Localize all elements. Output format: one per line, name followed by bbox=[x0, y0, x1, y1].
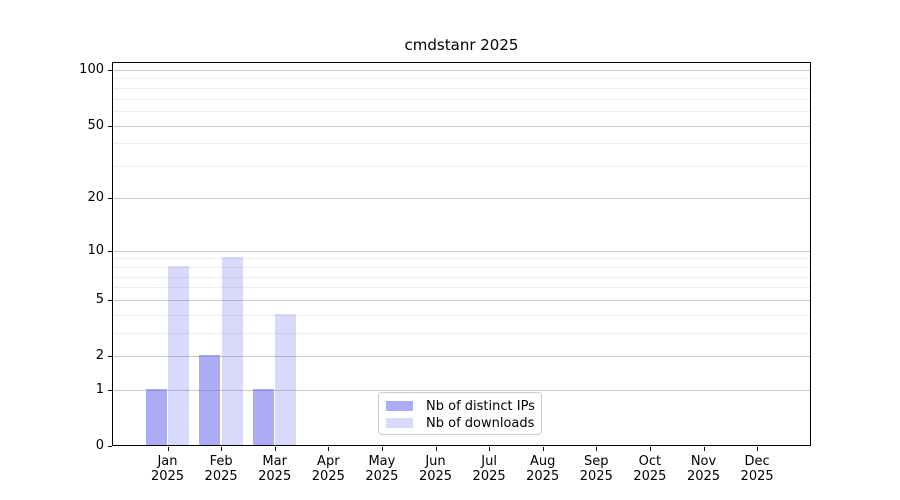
chart-title: cmdstanr 2025 bbox=[404, 36, 519, 54]
y-tick-label: 0 bbox=[95, 438, 104, 453]
x-tick-label: May 2025 bbox=[365, 454, 399, 484]
gridline-minor bbox=[113, 266, 810, 268]
y-tick-label: 1 bbox=[95, 381, 104, 397]
y-tick-mark bbox=[108, 299, 112, 301]
x-tick-label: Dec 2025 bbox=[740, 454, 774, 484]
gridline-minor bbox=[113, 78, 810, 80]
x-tick-label: Jul 2025 bbox=[472, 454, 506, 484]
gridline-minor bbox=[113, 287, 810, 289]
x-tick-mark bbox=[274, 447, 276, 451]
y-tick-mark bbox=[108, 446, 112, 447]
gridline-minor bbox=[113, 276, 810, 278]
bar-nb-of-distinct-ips bbox=[199, 355, 221, 445]
x-tick-mark bbox=[221, 447, 223, 451]
x-tick-label: Feb 2025 bbox=[204, 454, 238, 484]
gridline-minor bbox=[113, 314, 810, 316]
y-tick-label: 50 bbox=[87, 117, 104, 133]
bar-nb-of-distinct-ips bbox=[252, 388, 274, 445]
y-tick-label: 100 bbox=[79, 61, 104, 77]
legend-label: Nb of downloads bbox=[426, 415, 535, 431]
x-tick-mark bbox=[542, 447, 544, 451]
y-tick-mark bbox=[108, 69, 112, 71]
plot-area bbox=[112, 62, 811, 446]
gridline-major bbox=[113, 197, 810, 199]
y-tick-mark bbox=[108, 125, 112, 127]
bar-nb-of-downloads bbox=[275, 313, 297, 445]
legend-item: Nb of downloads bbox=[386, 415, 541, 431]
x-tick-mark bbox=[489, 447, 491, 451]
y-tick-mark bbox=[108, 389, 112, 391]
gridline-major bbox=[113, 389, 810, 391]
x-tick-mark bbox=[167, 447, 169, 451]
x-tick-label: Nov 2025 bbox=[686, 454, 721, 484]
gridline-minor bbox=[113, 333, 810, 335]
x-tick-label: Mar 2025 bbox=[258, 454, 292, 484]
bar-nb-of-downloads bbox=[221, 257, 243, 445]
gridline-minor bbox=[113, 258, 810, 260]
gridline-minor bbox=[113, 110, 810, 112]
gridline-major bbox=[113, 125, 810, 127]
x-tick-label: Aug 2025 bbox=[526, 454, 560, 484]
x-tick-mark bbox=[757, 447, 759, 451]
y-tick-mark bbox=[108, 250, 112, 252]
x-tick-label: Jun 2025 bbox=[418, 454, 453, 484]
gridline-major bbox=[113, 69, 810, 71]
legend-swatch bbox=[386, 401, 413, 411]
gridline-minor bbox=[113, 143, 810, 145]
y-tick-label: 20 bbox=[87, 189, 104, 205]
gridline-minor bbox=[113, 166, 810, 168]
legend: Nb of distinct IPs Nb of downloads bbox=[378, 392, 542, 435]
y-tick-mark bbox=[108, 356, 112, 358]
x-tick-label: Oct 2025 bbox=[633, 454, 667, 484]
gridline-major bbox=[113, 250, 810, 252]
x-tick-mark bbox=[596, 447, 598, 451]
y-tick-label: 5 bbox=[95, 291, 104, 307]
gridline-major bbox=[113, 356, 810, 358]
gridline-minor bbox=[113, 98, 810, 100]
x-tick-mark bbox=[381, 447, 383, 451]
x-tick-mark bbox=[435, 447, 437, 451]
legend-item: Nb of distinct IPs bbox=[386, 398, 541, 414]
legend-label: Nb of distinct IPs bbox=[426, 398, 535, 414]
gridline-minor bbox=[113, 87, 810, 89]
y-tick-label: 10 bbox=[87, 242, 104, 258]
x-tick-label: Apr 2025 bbox=[311, 454, 345, 484]
x-tick-mark bbox=[703, 447, 705, 451]
legend-swatch bbox=[386, 418, 413, 428]
gridline-major bbox=[113, 299, 810, 301]
y-tick-mark bbox=[108, 197, 112, 199]
x-tick-label: Jan 2025 bbox=[150, 454, 185, 484]
bar-nb-of-downloads bbox=[168, 265, 189, 445]
y-tick-label: 2 bbox=[95, 348, 104, 364]
x-tick-mark bbox=[328, 447, 330, 451]
bar-nb-of-distinct-ips bbox=[145, 388, 167, 445]
x-tick-label: Sep 2025 bbox=[579, 454, 613, 484]
x-tick-mark bbox=[649, 447, 651, 451]
